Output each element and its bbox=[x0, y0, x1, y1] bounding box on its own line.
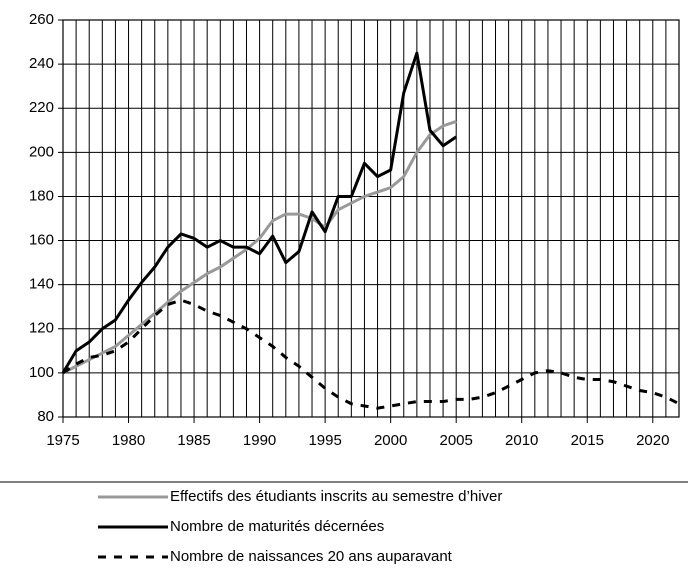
x-tick-label: 2015 bbox=[571, 432, 604, 449]
x-tick-label: 2005 bbox=[440, 432, 473, 449]
x-tick-label: 1975 bbox=[46, 432, 79, 449]
legend-label: Nombre de naissances 20 ans auparavant bbox=[170, 548, 453, 565]
y-tick-label: 100 bbox=[29, 364, 54, 381]
y-tick-label: 120 bbox=[29, 320, 54, 337]
legend-label: Effectifs des étudiants inscrits au seme… bbox=[170, 488, 502, 505]
legend-label: Nombre de maturités décernées bbox=[170, 518, 384, 535]
x-tick-label: 1985 bbox=[177, 432, 210, 449]
x-tick-label: 1980 bbox=[112, 432, 145, 449]
x-tick-label: 2020 bbox=[636, 432, 669, 449]
x-tick-label: 1990 bbox=[243, 432, 276, 449]
data-line bbox=[62, 298, 680, 410]
x-tick-label: 1995 bbox=[308, 432, 341, 449]
plot-frame bbox=[62, 19, 680, 418]
y-tick-label: 160 bbox=[29, 232, 54, 249]
y-tick-label: 180 bbox=[29, 187, 54, 204]
y-tick-label: 200 bbox=[29, 143, 54, 160]
y-tick-label: 240 bbox=[29, 55, 54, 72]
y-tick-label: 260 bbox=[29, 11, 54, 28]
data-line bbox=[62, 120, 457, 375]
x-tick-label: 2000 bbox=[374, 432, 407, 449]
y-tick-label: 80 bbox=[37, 408, 54, 425]
data-line bbox=[61, 51, 458, 374]
x-tick-label: 2010 bbox=[505, 432, 538, 449]
y-tick-label: 220 bbox=[29, 99, 54, 116]
y-tick-label: 140 bbox=[29, 276, 54, 293]
